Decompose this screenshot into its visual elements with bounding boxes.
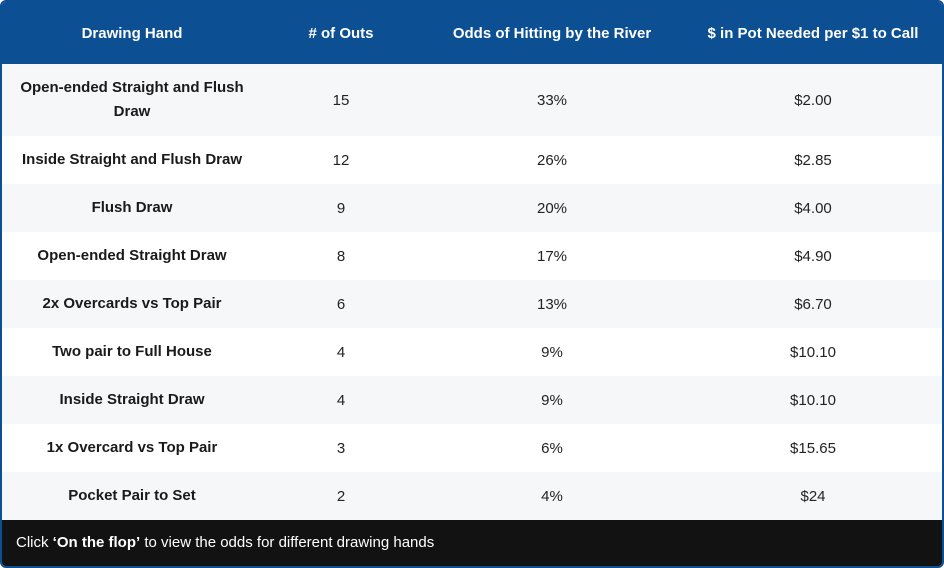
cell-outs: 4 — [262, 328, 420, 376]
table-row: Two pair to Full House 4 9% $10.10 — [2, 328, 942, 376]
drawing-odds-table: Drawing Hand # of Outs Odds of Hitting b… — [2, 2, 942, 520]
cell-pot-needed: $10.10 — [684, 328, 942, 376]
cell-pot-needed: $2.85 — [684, 136, 942, 184]
cell-outs: 3 — [262, 424, 420, 472]
cell-outs: 9 — [262, 184, 420, 232]
cell-pot-needed: $15.65 — [684, 424, 942, 472]
table-row: 2x Overcards vs Top Pair 6 13% $6.70 — [2, 280, 942, 328]
cell-pot-needed: $6.70 — [684, 280, 942, 328]
header-odds: Odds of Hitting by the River — [420, 2, 684, 64]
cell-odds: 20% — [420, 184, 684, 232]
header-drawing-hand: Drawing Hand — [2, 2, 262, 64]
cell-odds: 33% — [420, 64, 684, 136]
cell-drawing-hand: Two pair to Full House — [2, 328, 262, 376]
table-row: Pocket Pair to Set 2 4% $24 — [2, 472, 942, 520]
table-row: 1x Overcard vs Top Pair 3 6% $15.65 — [2, 424, 942, 472]
header-outs: # of Outs — [262, 2, 420, 64]
cell-odds: 4% — [420, 472, 684, 520]
cell-odds: 9% — [420, 328, 684, 376]
cell-outs: 2 — [262, 472, 420, 520]
cell-drawing-hand: Inside Straight Draw — [2, 376, 262, 424]
cell-outs: 4 — [262, 376, 420, 424]
cell-drawing-hand: 1x Overcard vs Top Pair — [2, 424, 262, 472]
table-row: Open-ended Straight and Flush Draw 15 33% $… — [2, 64, 942, 136]
table-row: Open-ended Straight Draw 8 17% $4.90 — [2, 232, 942, 280]
cell-odds: 6% — [420, 424, 684, 472]
cell-pot-needed: $4.00 — [684, 184, 942, 232]
cell-outs: 8 — [262, 232, 420, 280]
on-the-flop-link[interactable]: ‘On the flop’ — [52, 534, 141, 551]
cell-pot-needed: $4.90 — [684, 232, 942, 280]
cell-pot-needed: $24 — [684, 472, 942, 520]
header-pot-needed: $ in Pot Needed per $1 to Call — [684, 2, 942, 64]
cell-pot-needed: $2.00 — [684, 64, 942, 136]
cell-outs: 6 — [262, 280, 420, 328]
cell-drawing-hand: Flush Draw — [2, 184, 262, 232]
cell-drawing-hand: Open-ended Straight Draw — [2, 232, 262, 280]
cell-drawing-hand: Pocket Pair to Set — [2, 472, 262, 520]
cell-pot-needed: $10.10 — [684, 376, 942, 424]
footer-prefix: Click — [16, 534, 53, 551]
cell-drawing-hand: Inside Straight and Flush Draw — [2, 136, 262, 184]
cell-outs: 15 — [262, 64, 420, 136]
table-row: Flush Draw 9 20% $4.00 — [2, 184, 942, 232]
cell-drawing-hand: 2x Overcards vs Top Pair — [2, 280, 262, 328]
table-header-row: Drawing Hand # of Outs Odds of Hitting b… — [2, 2, 942, 64]
table-row: Inside Straight Draw 4 9% $10.10 — [2, 376, 942, 424]
cell-odds: 9% — [420, 376, 684, 424]
cell-odds: 17% — [420, 232, 684, 280]
cell-outs: 12 — [262, 136, 420, 184]
footer-suffix: to view the odds for different drawing h… — [140, 534, 435, 551]
footer-instruction: Click ‘On the flop’ to view the odds for… — [2, 520, 942, 566]
cell-odds: 26% — [420, 136, 684, 184]
table-row: Inside Straight and Flush Draw 12 26% $2.85 — [2, 136, 942, 184]
cell-odds: 13% — [420, 280, 684, 328]
cell-drawing-hand: Open-ended Straight and Flush Draw — [2, 64, 262, 136]
